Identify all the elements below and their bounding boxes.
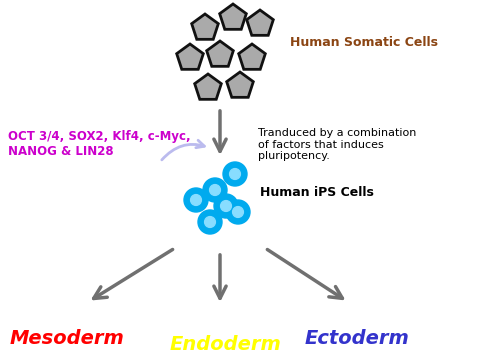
Circle shape bbox=[198, 210, 222, 234]
Polygon shape bbox=[177, 44, 203, 69]
Polygon shape bbox=[192, 14, 218, 39]
Text: Mesoderm: Mesoderm bbox=[10, 329, 125, 348]
Circle shape bbox=[229, 169, 240, 179]
Polygon shape bbox=[195, 74, 221, 99]
Circle shape bbox=[191, 195, 201, 205]
Circle shape bbox=[214, 194, 238, 218]
Polygon shape bbox=[206, 41, 233, 66]
Text: Tranduced by a combination
of factors that induces
pluripotency.: Tranduced by a combination of factors th… bbox=[258, 128, 416, 161]
Polygon shape bbox=[247, 10, 273, 35]
Text: Human Somatic Cells: Human Somatic Cells bbox=[290, 35, 438, 48]
Polygon shape bbox=[227, 72, 253, 97]
Circle shape bbox=[223, 162, 247, 186]
Circle shape bbox=[221, 201, 231, 212]
Circle shape bbox=[203, 178, 227, 202]
Text: Ectoderm: Ectoderm bbox=[305, 329, 410, 348]
Circle shape bbox=[209, 184, 220, 195]
Circle shape bbox=[226, 200, 250, 224]
Text: Human iPS Cells: Human iPS Cells bbox=[260, 186, 374, 199]
Polygon shape bbox=[220, 4, 246, 29]
Polygon shape bbox=[239, 44, 265, 69]
Circle shape bbox=[205, 217, 216, 227]
FancyArrowPatch shape bbox=[162, 140, 205, 160]
Circle shape bbox=[184, 188, 208, 212]
Text: OCT 3/4, SOX2, Klf4, c-Myc,
NANOG & LIN28: OCT 3/4, SOX2, Klf4, c-Myc, NANOG & LIN2… bbox=[8, 130, 191, 158]
Text: Endoderm: Endoderm bbox=[170, 335, 282, 355]
Circle shape bbox=[233, 206, 243, 217]
